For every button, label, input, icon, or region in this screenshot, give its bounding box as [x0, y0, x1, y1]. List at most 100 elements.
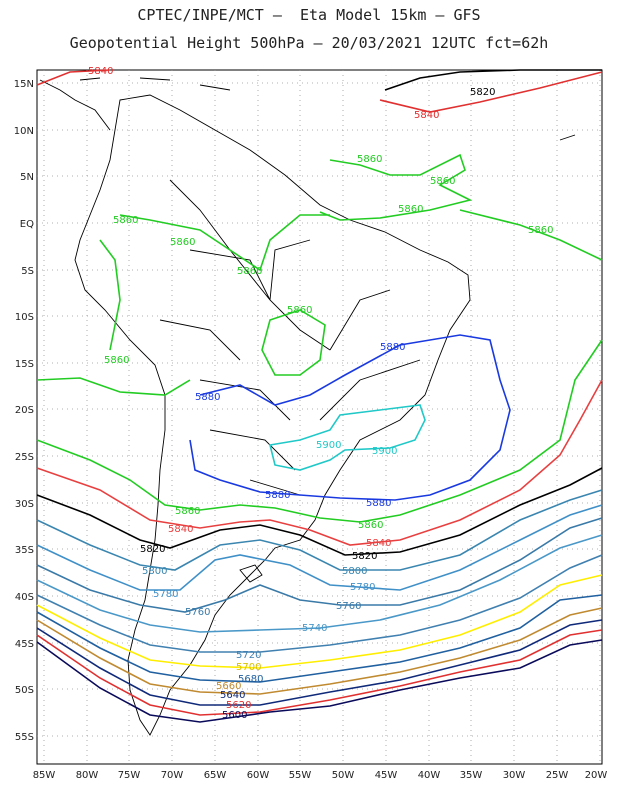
contour-label: 5800 [342, 566, 367, 577]
contour-5840-north [36, 69, 603, 113]
lat-label: 5S [21, 266, 34, 277]
contour-5800 [36, 489, 603, 571]
contour-label: 5860 [170, 237, 195, 248]
contour-5860-north [99, 153, 603, 376]
lat-label: 15N [14, 79, 34, 90]
lat-label: 35S [15, 545, 34, 556]
contour-label: 5620 [226, 700, 251, 711]
contour-label: 5880 [195, 392, 220, 403]
contour-label: 5860 [357, 154, 382, 165]
contour-label: 5760 [185, 607, 210, 618]
lat-label: 45S [15, 639, 34, 650]
contour-label: 5840 [366, 538, 391, 549]
contour-label: 5860 [287, 305, 312, 316]
contour-label: 5720 [236, 650, 261, 661]
contour-label: 5820 [470, 87, 495, 98]
caribbean [79, 77, 576, 141]
contour-label: 5680 [238, 674, 263, 685]
falklands [239, 564, 263, 583]
contour-5600 [36, 639, 603, 723]
lon-label: 30W [503, 770, 526, 781]
contour-lines [36, 69, 603, 723]
lon-label: 65W [204, 770, 227, 781]
contour-5880 [189, 334, 511, 501]
contour-label: 5840 [168, 524, 193, 535]
coastlines-borders [39, 77, 576, 736]
contour-label: 5860 [104, 355, 129, 366]
border-lines [159, 179, 421, 496]
contour-label: 5860 [113, 215, 138, 226]
contour-label: 5600 [222, 710, 247, 721]
contour-label: 5860 [398, 204, 423, 215]
contour-5640 [36, 619, 603, 706]
latitude-labels: 15N 10N 5N EQ 5S 10S 15S 20S 25S 30S 35S… [14, 79, 34, 743]
lat-label: EQ [20, 219, 34, 230]
contour-label: 5840 [414, 110, 439, 121]
lon-label: 45W [375, 770, 398, 781]
contour-5860-south [36, 339, 603, 523]
lat-label: 50S [15, 685, 34, 696]
contour-label: 5820 [140, 544, 165, 555]
contour-label: 5820 [352, 551, 377, 562]
contour-label: 5640 [220, 690, 245, 701]
lon-label: 40W [418, 770, 441, 781]
lon-label: 70W [161, 770, 184, 781]
central-america [39, 79, 111, 131]
lat-label: 5N [20, 172, 34, 183]
lat-label: 15S [15, 359, 34, 370]
contour-5720 [36, 554, 603, 653]
contour-label: 5880 [265, 490, 290, 501]
map-title-line-1: CPTEC/INPE/MCT – Eta Model 15km – GFS [137, 6, 481, 24]
contour-5700 [36, 574, 603, 669]
contour-label: 5700 [236, 662, 261, 673]
contour-label: 5740 [302, 623, 327, 634]
lat-label: 55S [15, 732, 34, 743]
contour-label: 5860 [237, 266, 262, 277]
contour-label: 5860 [175, 506, 200, 517]
contour-5620 [36, 629, 603, 716]
contour-label: 5860 [430, 176, 455, 187]
lat-label: 25S [15, 452, 34, 463]
contour-5680 [36, 594, 603, 683]
contour-label: 5800 [142, 566, 167, 577]
contour-5780 [36, 504, 603, 591]
contour-label: 5860 [358, 520, 383, 531]
lat-lon-grid [37, 70, 602, 764]
south-america-coast [74, 94, 471, 736]
lat-label: 10N [14, 126, 34, 137]
lon-label: 75W [118, 770, 141, 781]
lat-label: 30S [15, 499, 34, 510]
map-title-line-2: Geopotential Height 500hPa – 20/03/2021 … [69, 34, 549, 52]
contour-label: 5860 [528, 225, 553, 236]
contour-5820-south [36, 467, 603, 556]
lon-label: 50W [332, 770, 355, 781]
lon-label: 55W [289, 770, 312, 781]
lon-label: 35W [460, 770, 483, 781]
contour-label: 5780 [153, 589, 178, 600]
lat-label: 20S [15, 405, 34, 416]
lat-label: 40S [15, 592, 34, 603]
contour-5660 [36, 607, 603, 695]
lon-label: 20W [585, 770, 608, 781]
contour-label: 5840 [88, 66, 113, 77]
lon-label: 85W [33, 770, 56, 781]
lon-label: 60W [247, 770, 270, 781]
contour-5820-north [384, 69, 602, 91]
contour-5760 [36, 517, 603, 613]
contour-label: 5900 [316, 440, 341, 451]
contour-label: 5660 [216, 681, 241, 692]
lat-label: 10S [15, 312, 34, 323]
longitude-labels: 85W 80W 75W 70W 65W 60W 55W 50W 45W 40W … [33, 770, 608, 781]
contour-label: 5780 [350, 582, 375, 593]
contour-5900 [269, 404, 426, 471]
contour-label: 5880 [380, 342, 405, 353]
contour-5840-south [36, 379, 603, 546]
contour-label: 5760 [336, 601, 361, 612]
lon-label: 80W [76, 770, 99, 781]
lon-label: 25W [546, 770, 569, 781]
contour-label: 5900 [372, 446, 397, 457]
contour-5740 [36, 534, 603, 633]
contour-labels: 5840 5820 5840 5860 5860 5860 5860 5860 … [88, 66, 553, 721]
contour-label: 5880 [366, 498, 391, 509]
